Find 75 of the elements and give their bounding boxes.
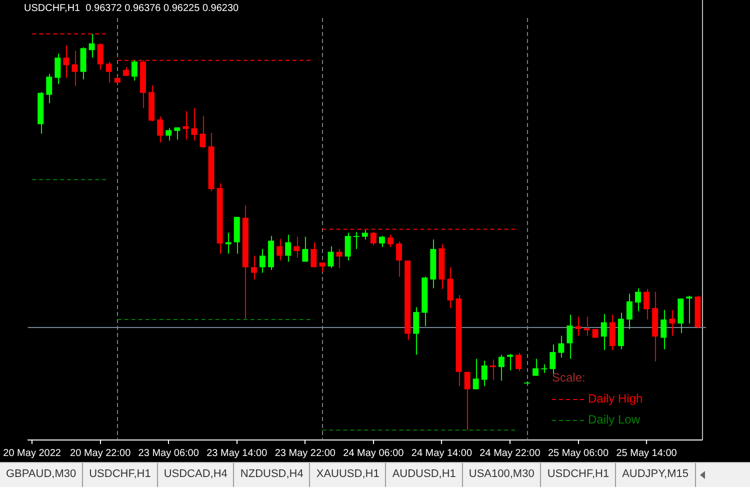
legend-label: Daily Low — [588, 412, 640, 426]
candlestick — [80, 46, 86, 80]
candlestick — [336, 248, 342, 269]
candlestick — [200, 115, 206, 148]
candlestick — [558, 335, 564, 358]
x-tick-label: 23 May 06:00 — [138, 448, 200, 459]
x-tick-label: 25 May 06:00 — [548, 448, 609, 459]
x-tick-label: 25 May 14:00 — [616, 448, 678, 459]
candlestick — [498, 354, 504, 382]
legend-label: Daily High — [588, 391, 643, 406]
candlestick — [609, 314, 616, 351]
candlestick — [490, 359, 496, 380]
candlestick — [644, 288, 650, 320]
x-tick-label: 24 May 22:00 — [480, 448, 541, 459]
x-tick-label: 23 May 14:00 — [206, 448, 268, 459]
candlestick — [344, 232, 351, 261]
candlestick — [447, 266, 454, 309]
x-tick-label: 23 May 22:00 — [274, 448, 336, 459]
x-tick-label: 20 May 22:00 — [70, 448, 132, 459]
candlestick — [464, 371, 470, 431]
candlestick — [481, 360, 488, 387]
x-tick-label: 20 May 2022 — [3, 448, 62, 459]
candlestick — [88, 33, 95, 58]
candlestick — [72, 50, 78, 87]
candlestick — [54, 53, 61, 85]
candlestick — [413, 306, 420, 356]
candlestick — [396, 240, 402, 278]
candlestick — [600, 313, 607, 351]
candlestick — [46, 73, 52, 104]
candlestick — [285, 234, 292, 262]
legend-title: Scale: — [552, 370, 586, 384]
candlestick — [302, 236, 308, 262]
candlestick — [516, 352, 522, 372]
candlestick — [294, 236, 300, 258]
candlestick — [106, 61, 112, 84]
candlestick — [157, 116, 164, 143]
candlestick — [182, 110, 189, 140]
candlestick — [388, 234, 394, 248]
tab: AUDJPY,M15 — [616, 463, 696, 487]
candlestick — [506, 354, 513, 371]
candlestick — [686, 295, 692, 324]
candlestick — [532, 358, 539, 376]
candlestick — [378, 235, 385, 248]
tab: USA100,M30 — [462, 463, 542, 487]
chart-title: USDCHF,H1 0.96372 0.96376 0.96225 0.96230 — [24, 2, 240, 14]
tab: GBPAUD,M30 — [0, 463, 84, 487]
candlestick — [225, 232, 232, 254]
tab: USDCHF,H1 — [541, 463, 616, 487]
candlestick — [131, 60, 138, 82]
candlestick — [635, 288, 641, 312]
candlestick — [166, 128, 172, 141]
tab: AUDUSD,H1 — [386, 463, 463, 487]
candlestick — [191, 107, 198, 141]
candlestick — [669, 310, 676, 336]
tab: NZDUSD,H4 — [234, 463, 310, 487]
tab: USDCHF,H1 — [83, 463, 158, 487]
candlestick — [472, 358, 479, 390]
candlestick — [260, 248, 266, 274]
candlestick — [63, 44, 70, 78]
x-tick-label: 24 May 06:00 — [343, 448, 404, 459]
candlestick — [626, 293, 632, 330]
candlestick — [97, 42, 104, 70]
candlestick — [370, 231, 376, 246]
candlestick — [174, 126, 180, 140]
x-tick-label: 24 May 14:00 — [411, 448, 472, 459]
candlestick — [250, 255, 257, 280]
tab: XAUUSD,H1 — [310, 463, 386, 487]
candlestick — [328, 246, 334, 269]
candlestick — [550, 344, 556, 374]
candlestick — [566, 314, 573, 360]
candlestick — [310, 242, 317, 268]
tab: USDCAD,H4 — [158, 463, 234, 487]
candlestick — [353, 231, 360, 250]
candlestick — [276, 238, 283, 261]
candlestick — [660, 310, 667, 350]
